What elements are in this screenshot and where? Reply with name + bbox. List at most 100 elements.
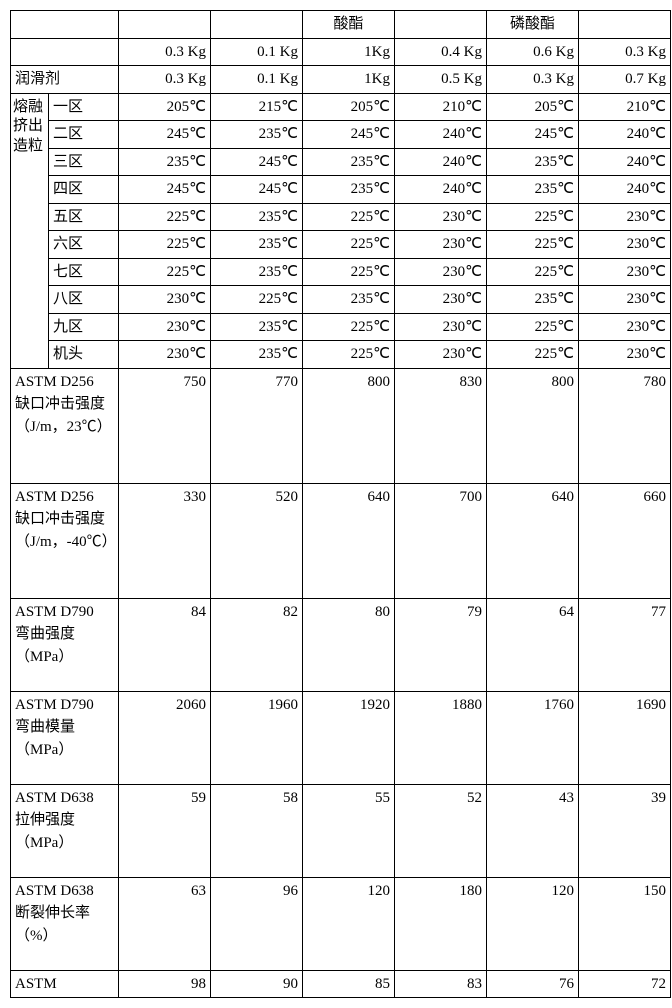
test-value: 52 (395, 784, 487, 877)
header-cell: 磷酸酯 (487, 11, 579, 39)
temp-cell: 225℃ (303, 313, 395, 341)
test-value: 1920 (303, 691, 395, 784)
temp-cell: 240℃ (395, 121, 487, 149)
test-value: 750 (119, 368, 211, 483)
test-value: 1760 (487, 691, 579, 784)
test-value: 120 (487, 877, 579, 970)
temp-cell: 230℃ (579, 258, 671, 286)
table-row: ASTM D256 缺口冲击强度（J/m，-40℃）33052064070064… (11, 483, 671, 598)
test-value: 98 (119, 970, 211, 998)
temp-cell: 225℃ (487, 203, 579, 231)
temp-cell: 240℃ (579, 121, 671, 149)
temp-cell: 230℃ (395, 258, 487, 286)
temp-cell: 235℃ (303, 176, 395, 204)
zones-label: 熔融挤出造粒 (11, 93, 49, 368)
test-value: 660 (579, 483, 671, 598)
header-cell (211, 11, 303, 39)
temp-cell: 225℃ (303, 258, 395, 286)
row-label: 润滑剂 (11, 66, 119, 94)
temp-cell: 230℃ (579, 203, 671, 231)
temp-cell: 230℃ (119, 341, 211, 369)
test-value: 120 (303, 877, 395, 970)
zone-name: 三区 (49, 148, 119, 176)
temp-cell: 245℃ (119, 121, 211, 149)
temp-cell: 225℃ (303, 231, 395, 259)
test-value: 80 (303, 598, 395, 691)
data-table: 酸酯磷酸酯0.3 Kg0.1 Kg1Kg0.4 Kg0.6 Kg0.3 Kg润滑… (10, 10, 671, 998)
test-value: 520 (211, 483, 303, 598)
value-cell: 0.5 Kg (395, 66, 487, 94)
value-cell: 0.6 Kg (487, 38, 579, 66)
test-value: 64 (487, 598, 579, 691)
table-row: ASTM D790 弯曲强度（MPa）848280796477 (11, 598, 671, 691)
temp-cell: 210℃ (579, 93, 671, 121)
test-value: 640 (303, 483, 395, 598)
value-cell: 0.3 Kg (579, 38, 671, 66)
value-cell: 0.1 Kg (211, 38, 303, 66)
temp-cell: 230℃ (395, 313, 487, 341)
temp-cell: 225℃ (119, 258, 211, 286)
test-value: 83 (395, 970, 487, 998)
test-value: 84 (119, 598, 211, 691)
temp-cell: 235℃ (119, 148, 211, 176)
test-label: ASTM D790 弯曲强度（MPa） (11, 598, 119, 691)
temp-cell: 230℃ (119, 286, 211, 314)
test-label: ASTM (11, 970, 119, 998)
temp-cell: 230℃ (395, 286, 487, 314)
temp-cell: 230℃ (395, 231, 487, 259)
value-cell: 1Kg (303, 66, 395, 94)
temp-cell: 235℃ (211, 313, 303, 341)
test-value: 77 (579, 598, 671, 691)
temp-cell: 230℃ (579, 286, 671, 314)
temp-cell: 235℃ (303, 148, 395, 176)
table-row: 三区235℃245℃235℃240℃235℃240℃ (11, 148, 671, 176)
table-row: 润滑剂0.3 Kg0.1 Kg1Kg0.5 Kg0.3 Kg0.7 Kg (11, 66, 671, 94)
temp-cell: 230℃ (395, 203, 487, 231)
temp-cell: 230℃ (579, 313, 671, 341)
test-value: 1690 (579, 691, 671, 784)
temp-cell: 230℃ (579, 341, 671, 369)
temp-cell: 235℃ (211, 203, 303, 231)
temp-cell: 235℃ (487, 286, 579, 314)
test-value: 180 (395, 877, 487, 970)
test-value: 72 (579, 970, 671, 998)
test-value: 76 (487, 970, 579, 998)
header-cell (119, 11, 211, 39)
test-value: 55 (303, 784, 395, 877)
zone-name: 四区 (49, 176, 119, 204)
test-value: 830 (395, 368, 487, 483)
temp-cell: 240℃ (395, 176, 487, 204)
temp-cell: 240℃ (579, 176, 671, 204)
temp-cell: 210℃ (395, 93, 487, 121)
temp-cell: 230℃ (395, 341, 487, 369)
table-row: 熔融挤出造粒一区205℃215℃205℃210℃205℃210℃ (11, 93, 671, 121)
zone-name: 九区 (49, 313, 119, 341)
test-value: 770 (211, 368, 303, 483)
test-value: 1880 (395, 691, 487, 784)
header-cell (395, 11, 487, 39)
test-value: 700 (395, 483, 487, 598)
test-value: 82 (211, 598, 303, 691)
temp-cell: 225℃ (303, 341, 395, 369)
zone-name: 机头 (49, 341, 119, 369)
temp-cell: 245℃ (119, 176, 211, 204)
temp-cell: 225℃ (487, 258, 579, 286)
zone-name: 一区 (49, 93, 119, 121)
test-value: 85 (303, 970, 395, 998)
table-row: 酸酯磷酸酯 (11, 11, 671, 39)
temp-cell: 235℃ (211, 258, 303, 286)
test-value: 330 (119, 483, 211, 598)
temp-cell: 240℃ (395, 148, 487, 176)
test-label: ASTM D638 拉伸强度（MPa） (11, 784, 119, 877)
temp-cell: 235℃ (303, 286, 395, 314)
temp-cell: 235℃ (487, 148, 579, 176)
test-value: 59 (119, 784, 211, 877)
test-value: 150 (579, 877, 671, 970)
test-value: 800 (303, 368, 395, 483)
zone-name: 六区 (49, 231, 119, 259)
zone-name: 二区 (49, 121, 119, 149)
test-label: ASTM D790 弯曲模量（MPa） (11, 691, 119, 784)
test-value: 43 (487, 784, 579, 877)
value-cell: 1Kg (303, 38, 395, 66)
temp-cell: 235℃ (211, 231, 303, 259)
